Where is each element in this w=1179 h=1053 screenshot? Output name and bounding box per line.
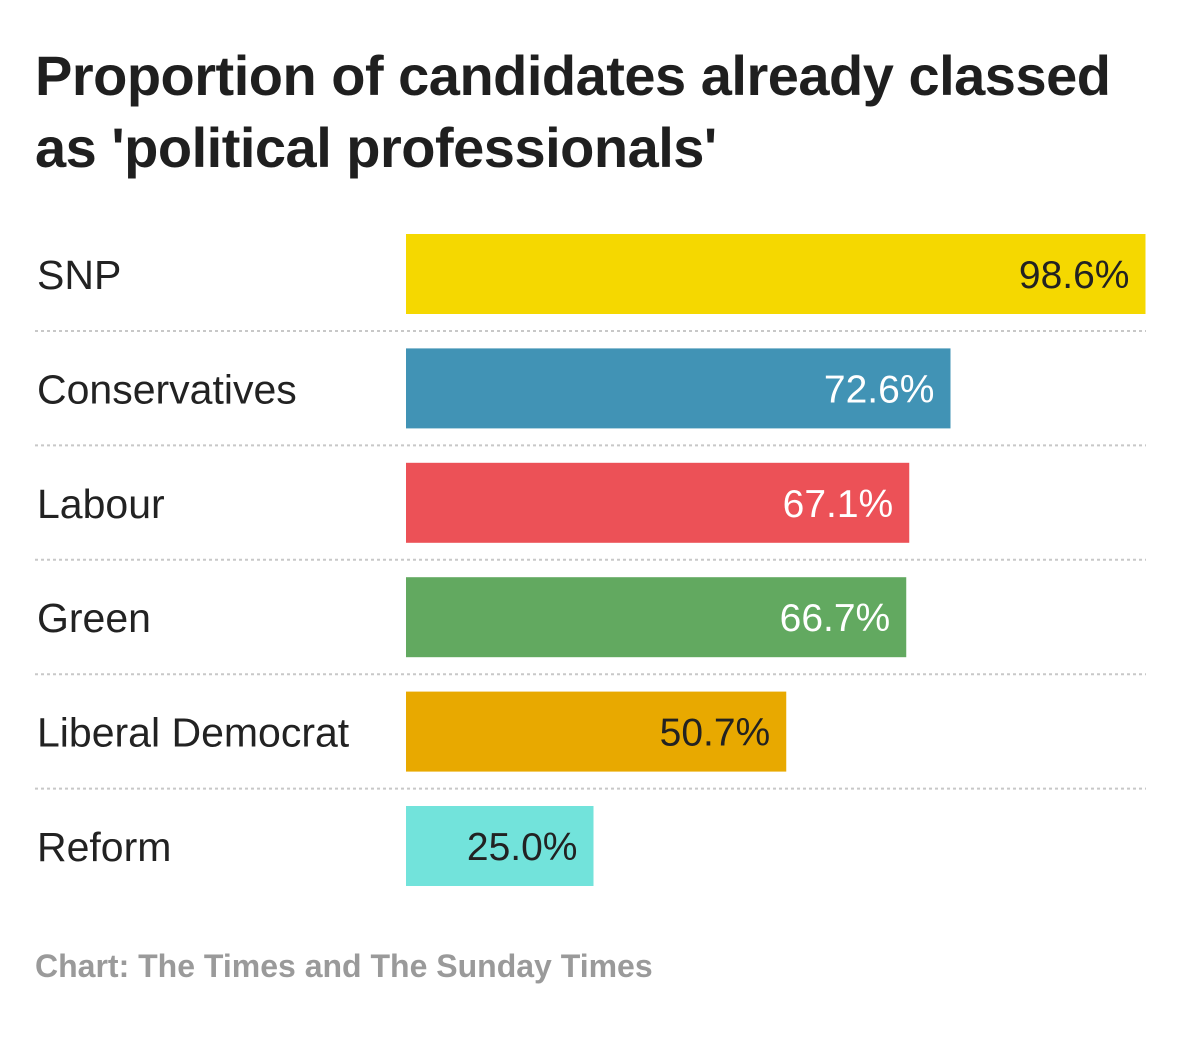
category-label-snp: SNP <box>37 252 121 298</box>
bar-conservatives <box>406 348 951 429</box>
bar-snp <box>406 234 1146 314</box>
bar-green <box>406 577 907 658</box>
category-label-green: Green <box>37 595 151 641</box>
value-label-green: 66.7% <box>780 597 891 640</box>
bar-reform <box>406 806 594 886</box>
value-label-reform: 25.0% <box>467 826 578 869</box>
category-label-liberal-democrat: Liberal Democrat <box>37 710 350 756</box>
value-label-snp: 98.6% <box>1019 254 1130 297</box>
value-label-liberal-democrat: 50.7% <box>660 712 771 755</box>
value-label-conservatives: 72.6% <box>824 368 935 411</box>
bar-labour <box>406 462 910 543</box>
bar-liberal-democrat <box>406 691 787 772</box>
chart-source: Chart: The Times and The Sunday Times <box>35 948 653 984</box>
category-label-reform: Reform <box>37 824 171 870</box>
value-label-labour: 67.1% <box>783 483 894 526</box>
category-label-conservatives: Conservatives <box>37 366 297 412</box>
category-label-labour: Labour <box>37 481 165 527</box>
chart-title: Proportion of candidates already classed… <box>35 44 1111 179</box>
